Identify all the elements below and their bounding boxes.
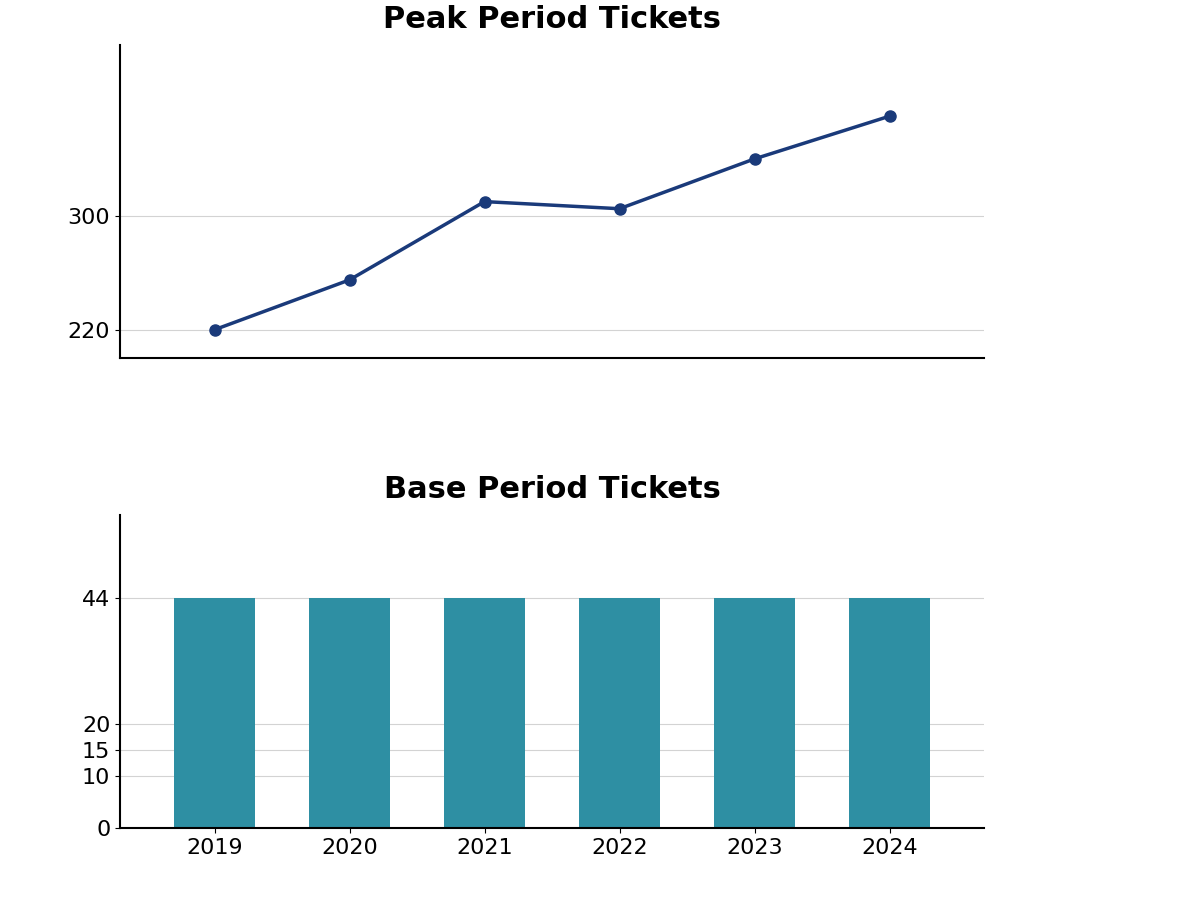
Bar <box>310 598 390 828</box>
Bar <box>580 598 660 828</box>
Bar <box>444 598 524 828</box>
Title: Peak Period Tickets: Peak Period Tickets <box>383 5 721 34</box>
Title: Base Period Tickets: Base Period Tickets <box>384 475 720 504</box>
Bar <box>714 598 794 828</box>
Bar <box>850 598 930 828</box>
Bar <box>174 598 254 828</box>
